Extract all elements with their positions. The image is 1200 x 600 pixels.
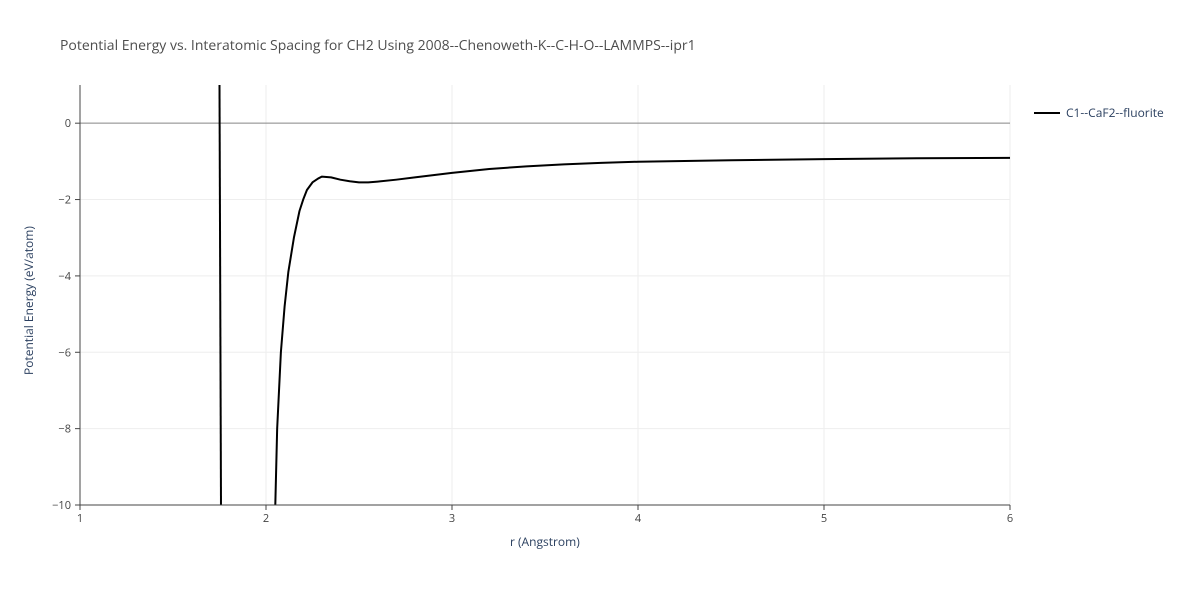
legend-item-label: C1--CaF2--fluorite: [1066, 104, 1164, 121]
y-axis-title: Potential Energy (eV/atom): [20, 226, 37, 375]
series-layer: [220, 85, 1011, 505]
svg-text:−10: −10: [52, 498, 71, 513]
svg-text:0: 0: [65, 116, 71, 131]
legend-item-c1-caf2-fluorite[interactable]: C1--CaF2--fluorite: [1034, 104, 1164, 121]
x-axis-title: r (Angstrom): [510, 533, 580, 550]
svg-text:−6: −6: [58, 345, 71, 360]
svg-text:−4: −4: [58, 269, 71, 284]
legend-swatch-icon: [1034, 112, 1060, 114]
svg-text:6: 6: [1007, 511, 1013, 526]
svg-text:−2: −2: [58, 193, 71, 208]
svg-text:2: 2: [263, 511, 269, 526]
svg-text:4: 4: [635, 511, 642, 526]
chart-plot-area[interactable]: 123456−10−8−6−4−20: [80, 85, 1010, 505]
svg-text:3: 3: [449, 511, 455, 526]
ticks-layer: 1 2 3 4 5 6 −10 −8 −6 −4 −2 0: [52, 116, 1013, 526]
svg-text:−8: −8: [58, 422, 71, 437]
legend[interactable]: C1--CaF2--fluorite: [1034, 104, 1164, 121]
svg-text:1: 1: [77, 511, 83, 526]
chart-title: Potential Energy vs. Interatomic Spacing…: [60, 36, 696, 55]
svg-text:5: 5: [821, 511, 827, 526]
